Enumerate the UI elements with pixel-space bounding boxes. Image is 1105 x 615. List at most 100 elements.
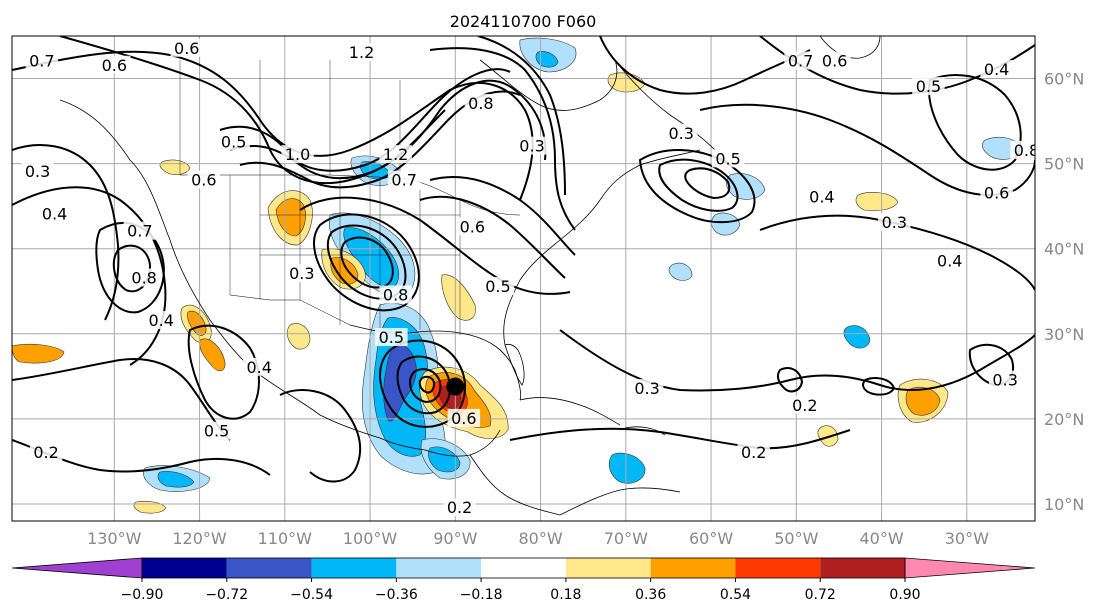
colorbar-tick-label-2: −0.54 bbox=[290, 587, 333, 603]
contour-label-bg-31 bbox=[630, 379, 664, 398]
contour-label-bg-12 bbox=[123, 221, 157, 240]
colorbar-frame bbox=[141, 557, 906, 579]
contour-label-bg-37 bbox=[200, 421, 233, 440]
contour-label-10: 0.6 bbox=[191, 171, 216, 190]
contour-label-27: 0.5 bbox=[715, 149, 740, 168]
contour-29 bbox=[699, 103, 1035, 196]
contour-label-40: 0.2 bbox=[447, 498, 472, 517]
lon-label-9: 40°W bbox=[859, 529, 903, 548]
contour-storm-mid bbox=[396, 355, 452, 415]
contour-label-bg-18 bbox=[481, 277, 515, 296]
colorbar-tick-label-5: 0.18 bbox=[550, 587, 581, 603]
lon-label-0: 130°W bbox=[87, 529, 142, 548]
contour-label-bg-5 bbox=[217, 132, 250, 151]
map-title: 2024110700 F060 bbox=[450, 12, 597, 31]
contour-11 bbox=[112, 244, 152, 293]
colorbar-bin-6 bbox=[565, 558, 651, 578]
contour-label-bg-35 bbox=[242, 357, 276, 376]
contour-label-bg-39 bbox=[447, 408, 481, 427]
contour-2 bbox=[59, 36, 547, 185]
lon-label-10: 30°W bbox=[945, 529, 989, 548]
colorbar-tick-label-8: 0.72 bbox=[805, 587, 836, 603]
shade-negative-atlantic-mid bbox=[843, 325, 871, 349]
shade-negative-atlantic-east bbox=[668, 262, 693, 281]
contour-label-bg-3 bbox=[345, 43, 378, 62]
contour-25 bbox=[638, 149, 756, 224]
colorbar-bin-3 bbox=[311, 558, 397, 578]
lat-label-4: 20°N bbox=[1044, 410, 1084, 429]
colorbar-bin-8 bbox=[735, 558, 821, 578]
contour-label-35: 0.4 bbox=[246, 358, 271, 377]
contour-label-bg-11 bbox=[38, 204, 71, 223]
contour-label-12: 0.7 bbox=[127, 222, 152, 241]
contour-label-bg-26 bbox=[664, 123, 698, 142]
contour-label-bg-15 bbox=[285, 264, 319, 283]
contour-label-bg-29 bbox=[878, 213, 911, 232]
colorbar-tick-label-0: −0.90 bbox=[121, 587, 164, 603]
contour-23 bbox=[509, 427, 851, 450]
contour-label-21: 0.6 bbox=[822, 52, 847, 71]
contour-label-bg-23 bbox=[980, 60, 1013, 79]
coast-hudson-bay bbox=[479, 59, 618, 111]
colorbar: −0.90 −0.72 −0.54 −0.36 −0.18 0.18 0.36 0.54 0.7… bbox=[11, 557, 1036, 603]
contour-label-28: 0.4 bbox=[809, 188, 834, 207]
coast-us-east bbox=[503, 149, 701, 346]
contour-label-bg-2 bbox=[170, 38, 204, 57]
contour-label-bg-25 bbox=[980, 183, 1013, 202]
shade-negative-gulf-deep bbox=[383, 344, 417, 422]
contour-label-bg-17 bbox=[456, 217, 489, 236]
lat-label-1: 50°N bbox=[1044, 155, 1084, 174]
contour-4 bbox=[229, 109, 446, 180]
map-background bbox=[12, 36, 1035, 521]
contour-label-3: 1.2 bbox=[349, 43, 374, 62]
shade-positive-plains-core bbox=[330, 257, 359, 285]
coast-labrador bbox=[614, 59, 716, 151]
contour-label-bg-34 bbox=[988, 370, 1022, 389]
contour-label-bg-13 bbox=[127, 268, 161, 287]
contour-label-18: 0.5 bbox=[485, 277, 510, 296]
contour-label-37: 0.5 bbox=[204, 422, 229, 441]
coast-south-america bbox=[559, 487, 681, 516]
contour-6 bbox=[429, 47, 576, 231]
shade-negative-pacific-sw-core bbox=[157, 471, 195, 488]
colorbar-bin-5 bbox=[481, 558, 566, 578]
contour-label-bg-16 bbox=[379, 285, 412, 304]
contour-label-17: 0.6 bbox=[460, 217, 485, 236]
contour-20 bbox=[187, 324, 260, 420]
colorbar-tick-label-9: 0.90 bbox=[889, 587, 920, 603]
contour-label-14: 0.4 bbox=[148, 311, 173, 330]
contour-label-15: 0.3 bbox=[289, 264, 314, 283]
lon-label-2: 110°W bbox=[258, 529, 313, 548]
colorbar-bin-9 bbox=[820, 558, 905, 578]
lon-label-7: 60°W bbox=[689, 529, 733, 548]
contour-33 bbox=[776, 367, 804, 393]
colorbar-extend-high bbox=[904, 557, 1036, 579]
contour-label-bg-36 bbox=[375, 328, 408, 347]
contour-label-31: 0.3 bbox=[634, 379, 659, 398]
coast-cuba bbox=[519, 397, 621, 426]
latitude-labels: 60°N 50°N 40°N 30°N 20°N 10°N bbox=[1044, 70, 1084, 514]
contour-label-20: 0.7 bbox=[788, 52, 813, 71]
map-frame bbox=[11, 35, 1036, 522]
contour-storm-core bbox=[418, 375, 436, 394]
contour-3 bbox=[219, 68, 511, 172]
contour-label-bg-14 bbox=[144, 311, 178, 330]
contour-27 bbox=[684, 167, 731, 200]
contour-label-26: 0.3 bbox=[668, 124, 693, 143]
shade-positive-rockies-core bbox=[275, 198, 306, 237]
contour-label-33: 0.2 bbox=[741, 443, 766, 462]
lon-label-1: 120°W bbox=[172, 529, 227, 548]
contour-label-19: 0.3 bbox=[519, 137, 544, 156]
contour-16 bbox=[419, 195, 566, 279]
map-grid bbox=[12, 36, 1035, 521]
contour-label-16: 0.8 bbox=[383, 286, 408, 305]
contour-7 bbox=[477, 36, 566, 196]
contour-label-bg-27 bbox=[711, 149, 745, 168]
shade-positive-atlantic-north bbox=[855, 192, 899, 212]
contour-lines bbox=[12, 36, 1035, 483]
contour-label-bg-32 bbox=[788, 396, 822, 415]
lon-label-4: 90°W bbox=[433, 529, 477, 548]
shade-negative-caribbean bbox=[608, 452, 646, 484]
shade-positive-pacific-left bbox=[12, 343, 65, 364]
coastlines bbox=[59, 36, 881, 516]
